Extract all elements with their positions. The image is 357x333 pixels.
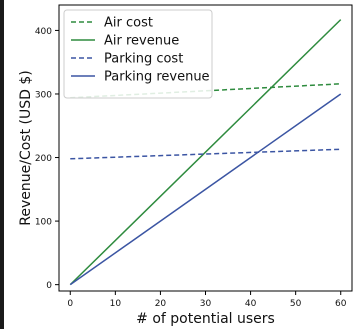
x-tick-label: 30 [200,299,212,309]
x-tick-label: 10 [110,299,122,309]
y-tick-label: 0 [46,281,52,291]
legend-label: Parking cost [104,52,183,67]
y-axis-label: Revenue/Cost (USD $) [18,70,34,225]
y-tick-label: 300 [35,90,52,100]
x-tick-label: 60 [335,299,347,309]
y-tick-label: 200 [35,154,52,164]
x-tick-label: 50 [290,299,302,309]
legend-label: Air cost [104,16,153,31]
legend-box [63,9,213,99]
x-tick-label: 0 [67,299,73,309]
x-tick-label: 20 [155,299,167,309]
y-tick-label: 100 [35,218,52,228]
legend-label: Parking revenue [104,70,210,85]
legend: Air cost Air revenue Parking cost Parking r… [63,9,213,99]
left-edge-strip [0,0,4,329]
x-axis-label: # of potential users [136,311,275,327]
legend-label: Air revenue [104,34,179,49]
series-layer [69,19,342,286]
series-line-parking-cost [70,148,341,160]
x-tick-label: 40 [245,299,257,309]
y-tick-label: 400 [35,27,52,37]
series-line-air-revenue [69,19,342,286]
series-line-air-cost [70,83,341,99]
series-line-parking-revenue [69,93,342,286]
ticks-layer: 0 10 20 30 40 50 60 0 100 200 300 400 [35,27,347,309]
